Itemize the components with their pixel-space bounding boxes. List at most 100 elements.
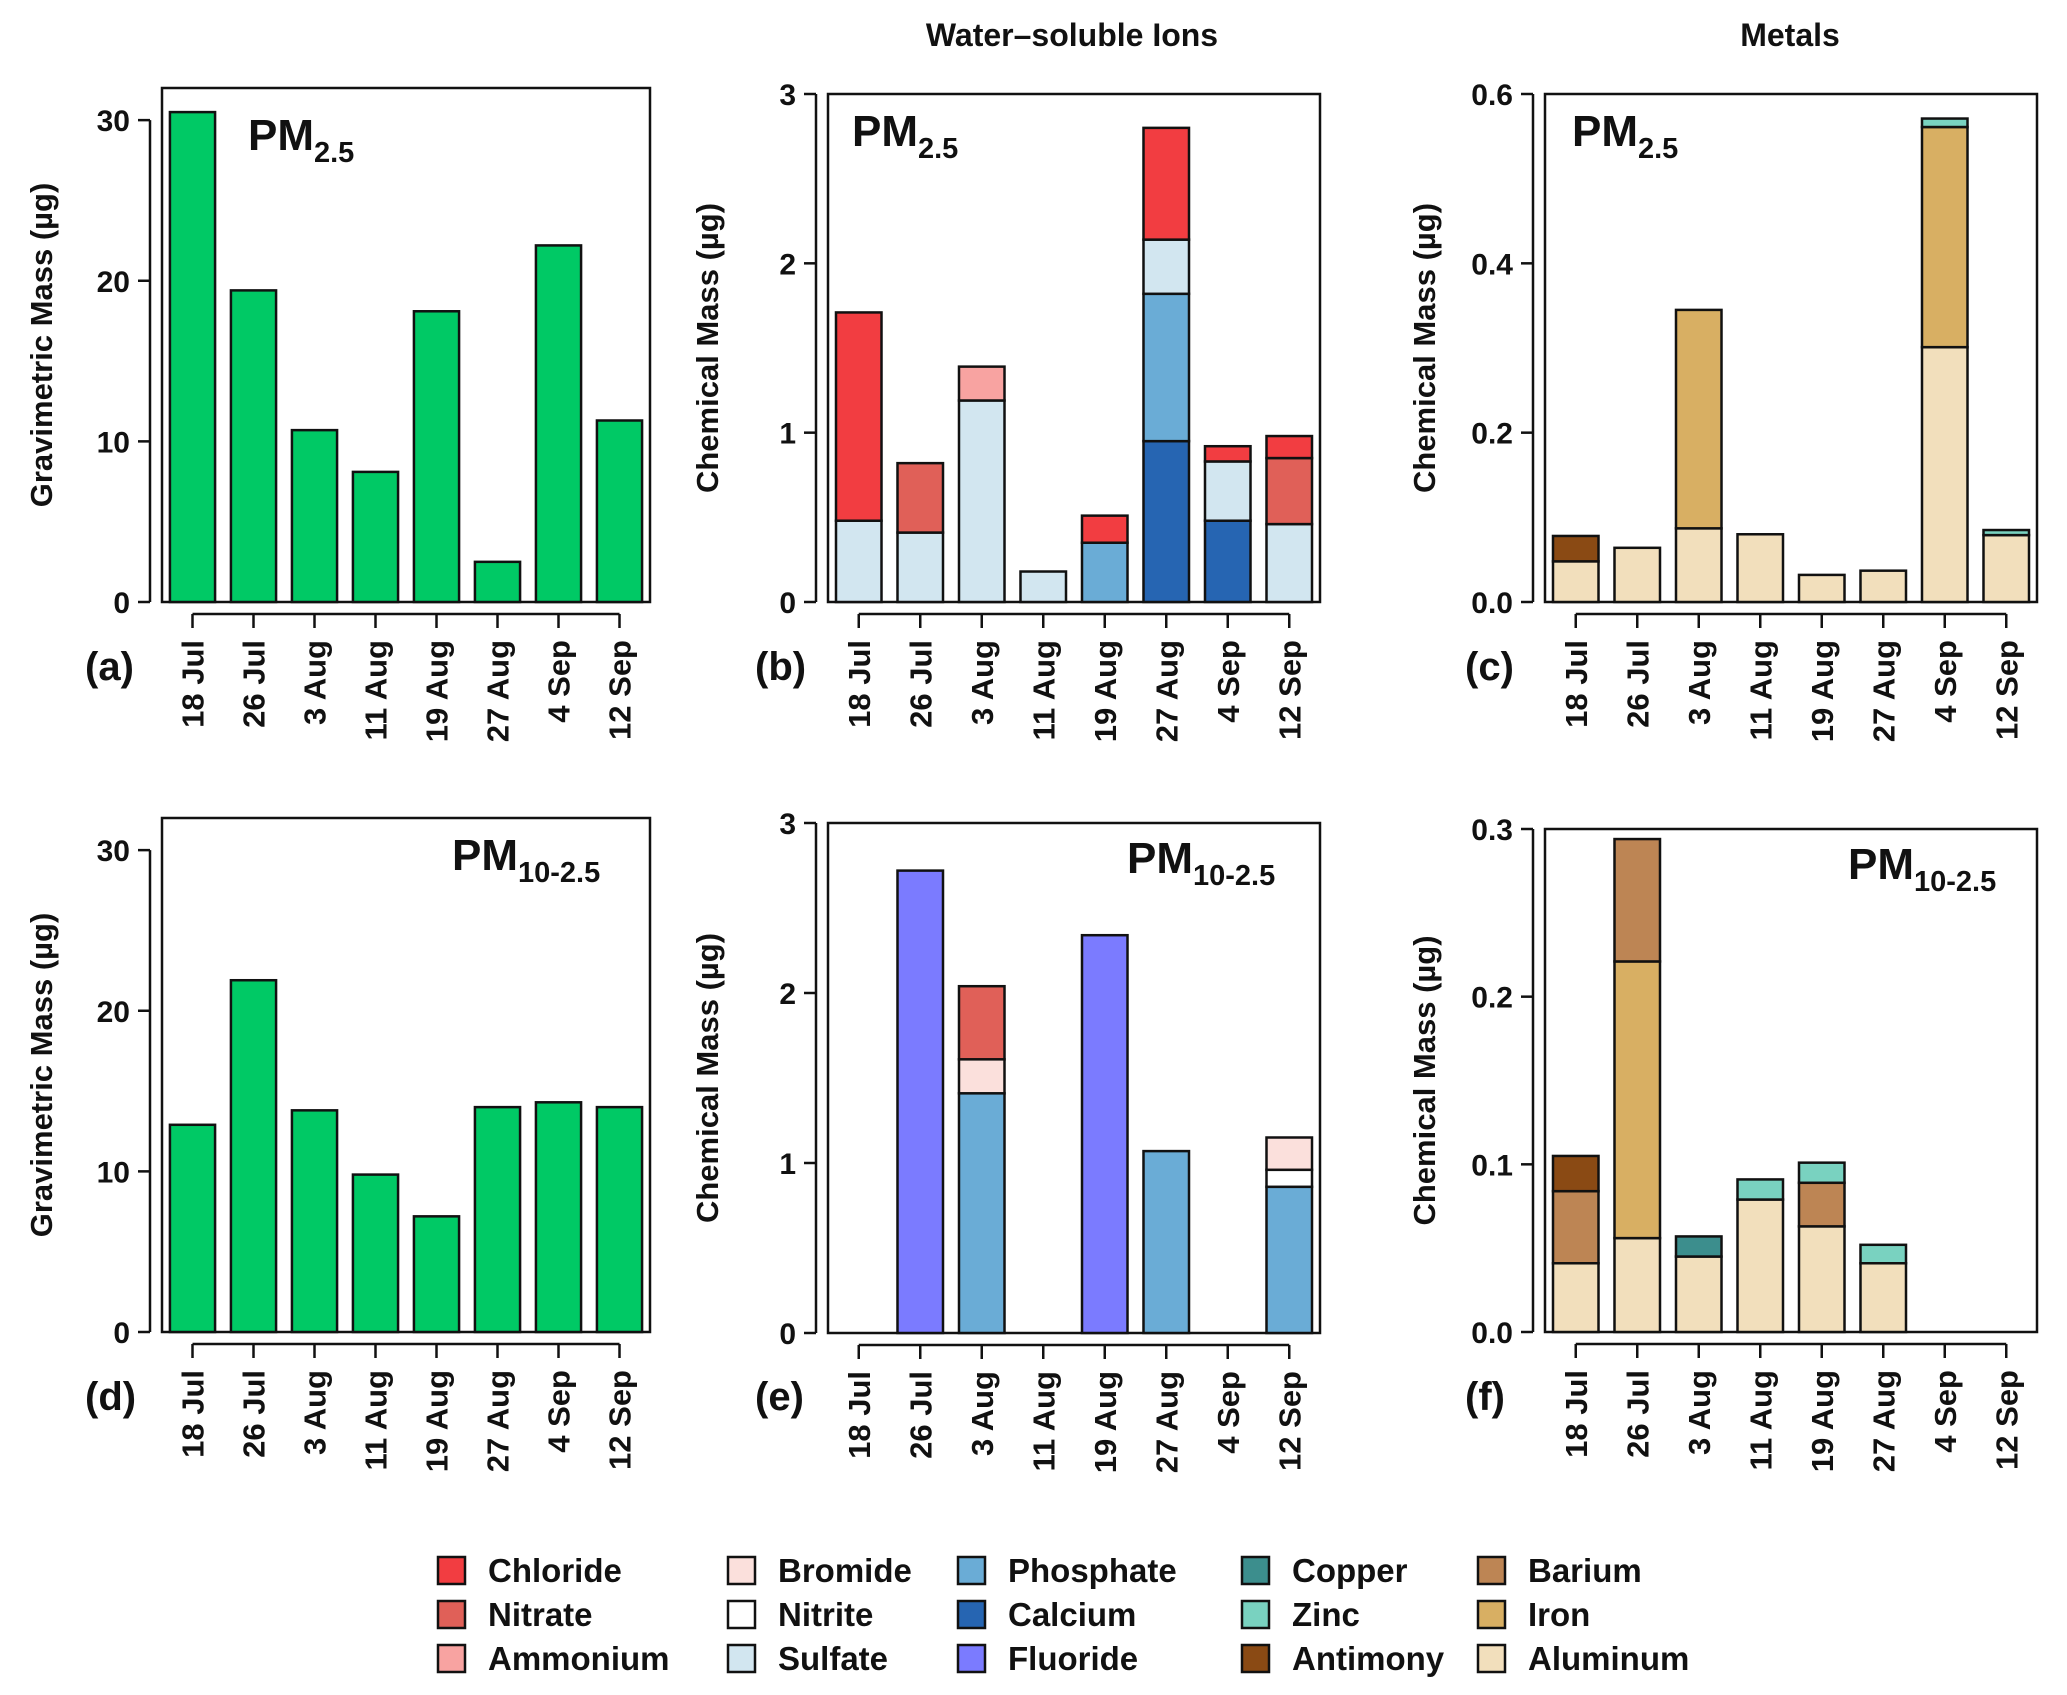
x-tick-label: 3 Aug — [1682, 1370, 1717, 1455]
y-axis-label: Chemical Mass (µg) — [690, 933, 725, 1223]
bar-27-aug — [473, 560, 522, 604]
chart-panel-f: 0.0 0.1 0.2 0.3 Chemical Mass (µg) 18 Jul 26 J… — [1407, 814, 2039, 1472]
y-tick-label: 0 — [113, 587, 130, 620]
legend-swatch — [1240, 1599, 1271, 1630]
x-tick-label: 19 Aug — [1088, 1371, 1123, 1473]
y-tick-label: 0 — [779, 587, 796, 620]
bar-segment-iron-26-jul — [1613, 960, 1662, 1240]
x-tick-label: 26 Jul — [1620, 640, 1655, 728]
bar-segment-nitrate-3-aug — [957, 984, 1006, 1061]
x-tick-label: 18 Jul — [176, 1370, 211, 1458]
bar-segment-zinc-4-sep — [1920, 117, 1969, 129]
bar-4-sep — [534, 244, 583, 604]
bar-3-aug — [290, 1109, 339, 1334]
x-tick-label: 12 Sep — [1272, 640, 1307, 740]
bar-12-sep — [595, 1105, 644, 1334]
panel-title: PM2.5 — [852, 107, 958, 165]
x-tick-label: 18 Jul — [842, 1371, 877, 1459]
x-tick-label: 26 Jul — [1620, 1370, 1655, 1458]
panel-label: (e) — [755, 1375, 804, 1419]
legend-swatch — [436, 1555, 467, 1586]
bar-segment-nitrate-26-jul — [896, 461, 945, 534]
x-tick-label: 12 Sep — [603, 1370, 638, 1470]
x-tick-label: 11 Aug — [1026, 1371, 1061, 1472]
legend-item-iron: Iron — [1476, 1596, 1590, 1633]
bar-segment-nitrite-12-sep — [1265, 1168, 1314, 1189]
x-tick-label: 19 Aug — [420, 1370, 455, 1472]
legend-label: Barium — [1528, 1552, 1642, 1589]
panel-title-main: PM — [248, 111, 314, 160]
y-tick-label: 10 — [97, 426, 130, 459]
legend-swatch — [726, 1643, 757, 1674]
bar-27-aug — [473, 1105, 522, 1334]
legend-item-sulfate: Sulfate — [726, 1640, 888, 1677]
bar-26-jul — [229, 978, 278, 1334]
column-title-ions: Water–soluble Ions — [926, 17, 1218, 53]
bar-segment-antimony-18-jul — [1551, 1154, 1600, 1193]
bar-segment-aluminum-3-aug — [1674, 1255, 1723, 1334]
bar-segment-phosphate-12-sep — [1265, 1185, 1314, 1335]
bar-segment-sulfate-18-jul — [834, 519, 883, 604]
bar-segment-chloride-19-aug — [1080, 514, 1129, 544]
panel-title: PM2.5 — [1572, 107, 1678, 165]
bars — [168, 978, 644, 1334]
legend-swatch — [956, 1643, 987, 1674]
bar-segment-aluminum-4-sep — [1920, 345, 1969, 604]
panel-label: (b) — [755, 645, 806, 689]
legend-label: Zinc — [1292, 1596, 1360, 1633]
y-axis-label: Chemical Mass (µg) — [1407, 203, 1442, 493]
y-tick-label: 20 — [97, 266, 130, 299]
y-tick-label: 30 — [97, 105, 130, 138]
y-axis-label: Gravimetric Mass (µg) — [24, 913, 59, 1238]
chart-panel-a: 0 10 20 30 Gravimetric Mass (µg) 18 Jul 26 Jul… — [24, 86, 652, 742]
legend-item-phosphate: Phosphate — [956, 1552, 1177, 1589]
bar-segment-phosphate-3-aug — [957, 1092, 1006, 1335]
x-tick-label: 4 Sep — [542, 1370, 577, 1453]
bar-segment-chloride-18-jul — [834, 311, 883, 522]
x-tick-label: 19 Aug — [420, 640, 455, 742]
x-tick-label: 12 Sep — [1989, 640, 2024, 740]
bar-18-jul — [168, 1123, 217, 1334]
legend-swatch — [726, 1555, 757, 1586]
legend-item-aluminum: Aluminum — [1476, 1640, 1689, 1677]
bar-segment-aluminum-26-jul — [1613, 1236, 1662, 1334]
chart-panel-e: 0 1 2 3 Chemical Mass (µg) 18 Jul 26 Jul 3 Aug 1… — [690, 808, 1322, 1473]
bar-3-aug — [290, 428, 339, 604]
y-tick-label: 0.0 — [1471, 1317, 1513, 1350]
chart-panel-b: 0 1 2 3 Chemical Mass (µg) 18 Jul 26 Jul 3 Aug 1… — [690, 79, 1322, 742]
legend-item-antimony: Antimony — [1240, 1640, 1445, 1677]
bar-segment-sulfate-27-aug — [1142, 238, 1191, 296]
legend-swatch — [956, 1555, 987, 1586]
legend-item-chloride: Chloride — [436, 1552, 622, 1589]
panel-title-subscript: 2.5 — [918, 133, 958, 165]
panel-title: PM10-2.5 — [452, 831, 600, 889]
x-tick-label: 27 Aug — [1866, 640, 1901, 742]
x-tick-label: 26 Jul — [903, 640, 938, 728]
bars — [168, 110, 644, 604]
bar-segment-zinc-11-aug — [1736, 1178, 1785, 1201]
bar-segment-aluminum-19-aug — [1797, 1225, 1846, 1334]
legend-item-bromide: Bromide — [726, 1552, 912, 1589]
bar-segment-sulfate-3-aug — [957, 399, 1006, 604]
panel-title-subscript: 10-2.5 — [1193, 860, 1275, 892]
panel-title-subscript: 10-2.5 — [1914, 866, 1996, 898]
y-tick-label: 1 — [779, 418, 796, 451]
bar-segment-fluoride-19-aug — [1080, 933, 1129, 1335]
y-tick-label: 3 — [779, 79, 796, 112]
legend-item-ammonium: Ammonium — [436, 1640, 670, 1677]
bar-segment-calcium-4-sep — [1203, 519, 1252, 604]
bar-26-jul — [229, 289, 278, 604]
bar-19-aug — [412, 1215, 461, 1334]
bar-segment-copper-3-aug — [1674, 1235, 1723, 1258]
legend-item-barium: Barium — [1476, 1552, 1642, 1589]
bar-segment-sulfate-4-sep — [1203, 460, 1252, 522]
column-title-metals: Metals — [1740, 17, 1840, 53]
x-tick-label: 11 Aug — [1026, 640, 1061, 741]
panel-title-main: PM — [1848, 840, 1914, 889]
legend-label: Aluminum — [1528, 1640, 1689, 1677]
bar-19-aug — [412, 310, 461, 604]
bar-segment-sulfate-12-sep — [1265, 522, 1314, 604]
plot-frame — [160, 86, 652, 604]
panel-label: (d) — [85, 1375, 136, 1419]
